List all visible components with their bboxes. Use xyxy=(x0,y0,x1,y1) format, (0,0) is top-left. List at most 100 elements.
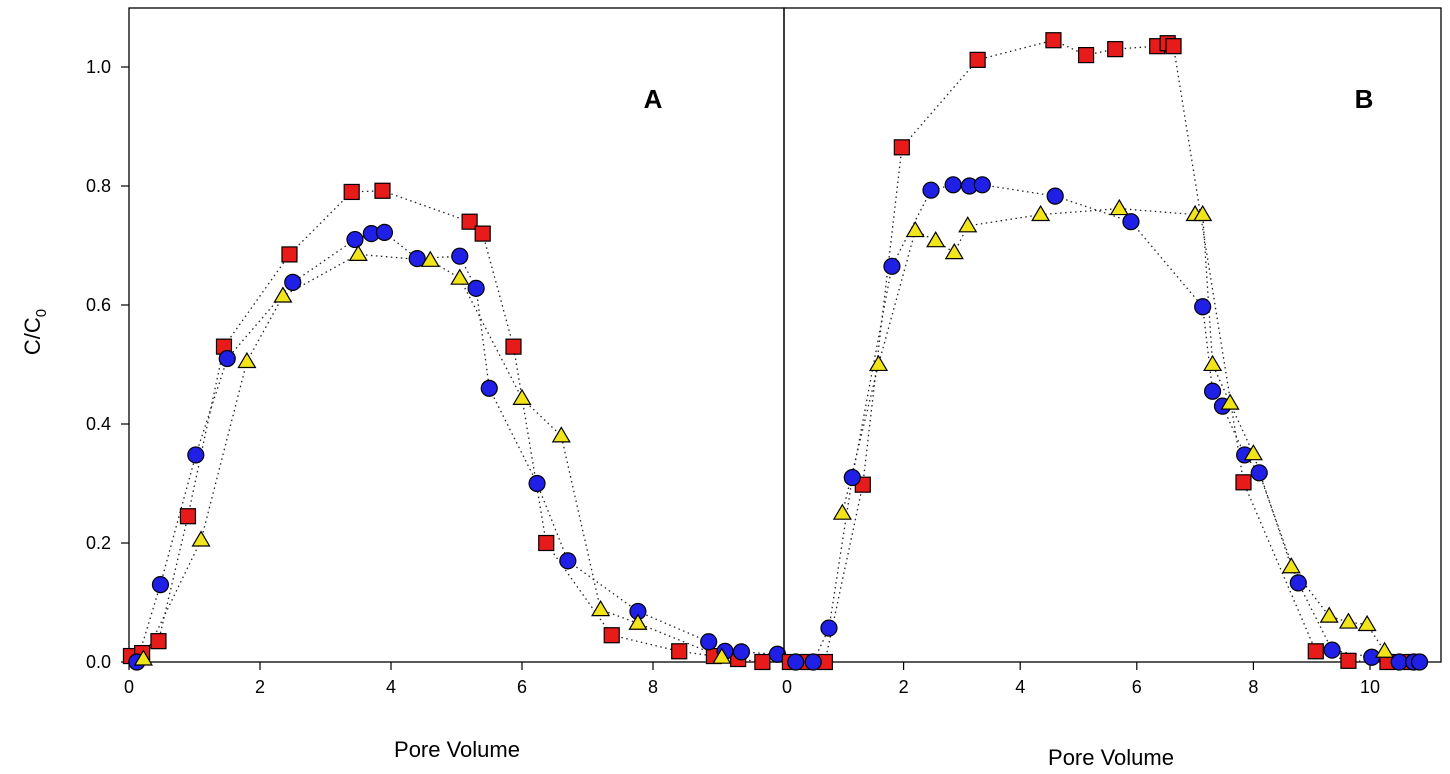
panel-a-y-tick-label: 0.8 xyxy=(86,176,111,196)
panel-a-triangle-series-line xyxy=(142,253,723,660)
panel-b-circle-point xyxy=(1194,298,1212,316)
panel-a-square-point xyxy=(374,182,391,199)
panel-a-square-point xyxy=(281,246,298,263)
panel-a-circle-point xyxy=(528,474,546,493)
panel-b-x-tick-label: 0 xyxy=(782,677,792,697)
panel-b-triangle-point xyxy=(1281,557,1301,574)
panel-a-square-point xyxy=(538,534,555,552)
panel-b-square-point xyxy=(1307,643,1324,660)
panel-a-triangle-point xyxy=(712,647,732,664)
panel-b-square-point xyxy=(1077,46,1095,64)
panel-b-circle-point xyxy=(1289,574,1307,592)
panel-a-square-point xyxy=(461,213,478,230)
panel-a-circle-point xyxy=(408,249,426,268)
panel-a-series-lines xyxy=(130,190,778,663)
panel-a-circle-point xyxy=(467,279,485,297)
panel-b-triangle-point xyxy=(1338,612,1358,629)
panel-b-circle-point xyxy=(883,257,901,275)
panel-b-circle-point xyxy=(1390,653,1408,671)
panel-b-x-axis-label: Pore Volume xyxy=(1048,745,1174,770)
panel-a-ticks: 0 2 4 6 8 0.0 0.2 0.4 0.6 0.8 1.0 xyxy=(86,57,658,697)
panel-b-circle-point xyxy=(1250,464,1268,482)
panel-b-circle-point xyxy=(922,181,940,199)
panel-b-triangle-point xyxy=(1220,393,1240,410)
panel-b-triangle-point xyxy=(1031,204,1051,222)
panel-a-circle-series-line xyxy=(136,231,778,663)
panel-b-square-point xyxy=(893,139,910,156)
panel-b-triangle-point xyxy=(1357,614,1377,632)
panel-a-triangle-point xyxy=(420,250,440,267)
panel-b-triangle-point xyxy=(868,354,889,372)
panel-a-square-point xyxy=(603,627,620,644)
panel-b: 0 2 4 6 8 10 B Pore Volume xyxy=(781,7,1442,770)
panel-b-triangle-point xyxy=(958,216,978,233)
panel-a-circle-point xyxy=(559,552,577,570)
panel-b-triangle-point xyxy=(1203,354,1223,372)
panel-b-circle-point xyxy=(973,176,991,194)
panel-a-x-tick-label: 2 xyxy=(255,677,265,697)
panel-b-square-point xyxy=(1340,652,1357,669)
panel-b-triangle-point xyxy=(1109,198,1129,216)
panel-a-square-point xyxy=(150,633,167,650)
panel-b-triangle-point xyxy=(1193,204,1213,222)
panel-b-square-point xyxy=(969,51,986,68)
panel-b-circle-point xyxy=(1203,382,1222,400)
panel-b-circle-point xyxy=(804,653,822,671)
panel-b-triangle-point xyxy=(832,503,852,520)
panel-a-y-tick-label: 1.0 xyxy=(86,57,111,77)
panel-a-triangle-point xyxy=(348,244,368,261)
panel-b-square-point xyxy=(1107,41,1124,58)
panel-a-x-tick-label: 0 xyxy=(124,677,134,697)
panel-b-circle-point xyxy=(787,653,805,671)
panel-a-x-tick-label: 8 xyxy=(648,677,658,697)
panel-a-triangle-point xyxy=(551,426,571,443)
panel-a-triangle-point xyxy=(237,351,257,369)
panel-a-square-series-line xyxy=(130,190,763,663)
panel-a-circle-point xyxy=(732,643,751,661)
panel-a-square-point xyxy=(671,643,688,660)
panel-a-y-tick-label: 0.0 xyxy=(86,652,111,672)
panel-a-y-tick-label: 0.6 xyxy=(86,295,111,315)
panel-b-circle-point xyxy=(1323,641,1341,659)
y-axis-label-main: C/C xyxy=(20,317,45,355)
panel-b-circle-point xyxy=(820,619,838,637)
panel-b-circle-point xyxy=(843,468,861,487)
panel-a-square-point xyxy=(505,338,522,355)
panel-a-y-tick-label: 0.4 xyxy=(86,414,111,434)
svg-text:C/C0: C/C0 xyxy=(20,309,50,355)
panel-a-label: A xyxy=(644,84,663,114)
panel-a-circle-point xyxy=(451,247,469,265)
panel-b-triangle-point xyxy=(905,220,925,238)
panel-b-x-tick-label: 2 xyxy=(899,677,909,697)
panel-b-circle-point xyxy=(1122,213,1140,231)
panel-a-circle-point xyxy=(375,223,394,242)
panel-a-triangle-point xyxy=(628,613,648,630)
panel-a-triangle-point xyxy=(133,649,153,666)
panel-b-series-lines xyxy=(789,39,1420,663)
panel-b-label: B xyxy=(1355,84,1374,114)
panel-a-circle-point xyxy=(346,230,364,249)
panel-b-circle-point xyxy=(1410,653,1429,671)
panel-b-x-tick-label: 4 xyxy=(1015,677,1025,697)
panel-b-ticks: 0 2 4 6 8 10 xyxy=(782,662,1380,697)
panel-b-x-tick-label: 6 xyxy=(1132,677,1142,697)
panel-b-square-series-line xyxy=(789,39,1411,663)
panel-b-triangle-point xyxy=(926,231,946,248)
panel-a-circle-point xyxy=(151,576,170,594)
panel-a-frame xyxy=(128,7,785,663)
panel-a-triangle-point xyxy=(450,268,470,285)
panel-a-square-point xyxy=(754,653,771,671)
panel-b-markers xyxy=(781,32,1429,671)
panel-a-square-point xyxy=(343,183,360,201)
y-axis-label-subscript: 0 xyxy=(33,309,50,317)
panel-a-circle-point xyxy=(480,379,498,397)
panel-b-x-tick-label: 8 xyxy=(1248,677,1258,697)
panel-a-triangle-point xyxy=(591,599,611,617)
panel-b-triangle-point xyxy=(944,242,964,260)
panel-a-triangle-point xyxy=(191,530,211,547)
panel-b-square-point xyxy=(1045,32,1062,49)
panel-a-y-tick-label: 0.2 xyxy=(86,533,111,553)
panel-b-x-tick-label: 10 xyxy=(1360,677,1380,697)
panel-b-triangle-point xyxy=(1243,444,1263,461)
